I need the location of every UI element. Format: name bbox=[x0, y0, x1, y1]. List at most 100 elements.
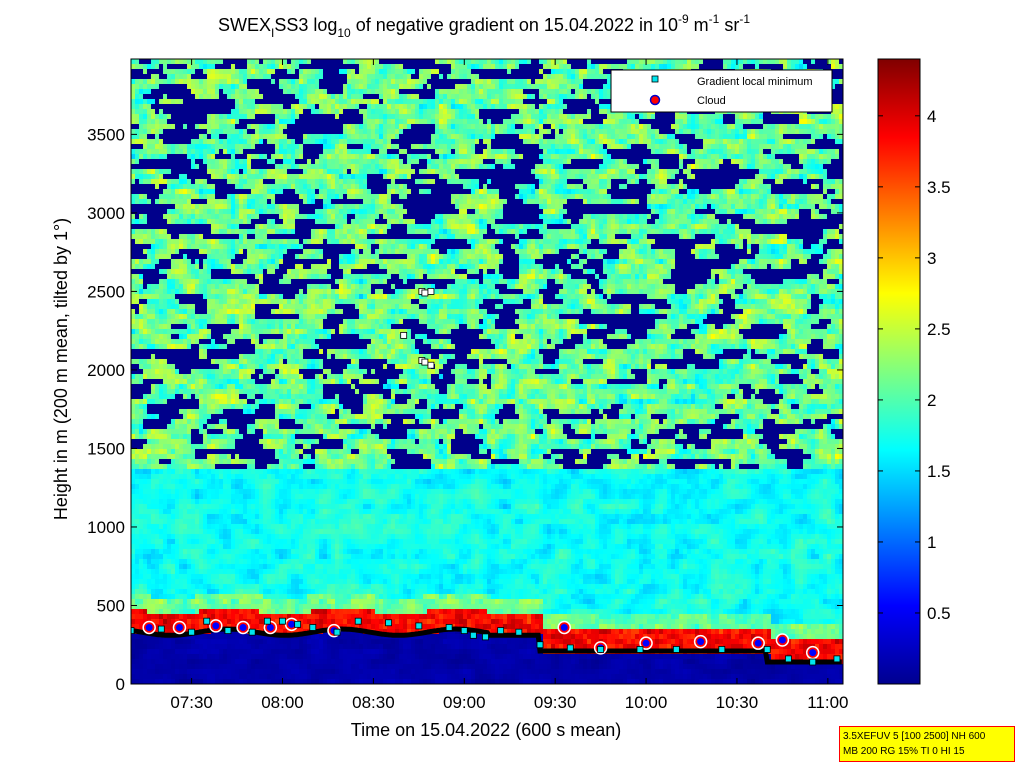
heatmap-cell bbox=[271, 399, 276, 405]
heatmap-cell bbox=[175, 84, 180, 90]
heatmap-cell bbox=[203, 319, 208, 325]
heatmap-cell bbox=[207, 539, 212, 545]
heatmap-cell bbox=[267, 164, 272, 170]
heatmap-cell bbox=[139, 94, 144, 100]
heatmap-cell bbox=[267, 639, 272, 645]
heatmap-cell bbox=[223, 609, 228, 615]
heatmap-cell bbox=[263, 59, 268, 65]
heatmap-cell bbox=[143, 649, 148, 655]
heatmap-cell bbox=[267, 659, 272, 665]
heatmap-cell bbox=[219, 409, 224, 415]
heatmap-cell bbox=[199, 469, 204, 475]
heatmap-cell bbox=[227, 554, 232, 560]
heatmap-cell bbox=[263, 389, 268, 395]
heatmap-cell bbox=[231, 434, 236, 440]
heatmap-cell bbox=[139, 269, 144, 275]
heatmap-cell bbox=[199, 304, 204, 310]
heatmap-cell bbox=[259, 164, 264, 170]
heatmap-cell bbox=[263, 579, 268, 585]
heatmap-cell bbox=[211, 544, 216, 550]
heatmap-cell bbox=[283, 459, 288, 465]
heatmap-cell bbox=[263, 414, 268, 420]
heatmap-cell bbox=[259, 464, 264, 470]
heatmap-cell bbox=[283, 314, 288, 320]
heatmap-cell bbox=[187, 474, 192, 480]
heatmap-cell bbox=[131, 664, 136, 670]
heatmap-cell bbox=[239, 234, 244, 240]
heatmap-cell bbox=[279, 124, 284, 130]
heatmap-cell bbox=[275, 374, 280, 380]
heatmap-cell bbox=[219, 74, 224, 80]
heatmap-cell bbox=[135, 69, 140, 75]
heatmap-cell bbox=[275, 104, 280, 110]
heatmap-cell bbox=[227, 364, 232, 370]
heatmap-cell bbox=[255, 614, 260, 620]
heatmap-cell bbox=[255, 149, 260, 155]
heatmap-cell bbox=[223, 374, 228, 380]
heatmap-cell bbox=[219, 229, 224, 235]
heatmap-cell bbox=[203, 564, 208, 570]
heatmap-cell bbox=[191, 199, 196, 205]
heatmap-cell bbox=[263, 69, 268, 75]
heatmap-cell bbox=[199, 269, 204, 275]
heatmap-cell bbox=[283, 394, 288, 400]
heatmap-cell bbox=[203, 144, 208, 150]
heatmap-cell bbox=[171, 224, 176, 230]
heatmap-cell bbox=[139, 464, 144, 470]
heatmap-cell bbox=[131, 419, 136, 425]
heatmap-cell bbox=[223, 449, 228, 455]
heatmap-cell bbox=[235, 404, 240, 410]
heatmap-cell bbox=[247, 559, 252, 565]
heatmap-cell bbox=[203, 359, 208, 365]
heatmap-cell bbox=[151, 454, 156, 460]
heatmap-cell bbox=[143, 584, 148, 590]
heatmap-cell bbox=[263, 664, 268, 670]
heatmap-cell bbox=[243, 564, 248, 570]
heatmap-cell bbox=[143, 149, 148, 155]
heatmap-cell bbox=[179, 539, 184, 545]
heatmap-cell bbox=[235, 294, 240, 300]
heatmap-cell bbox=[171, 319, 176, 325]
heatmap-cell bbox=[143, 469, 148, 475]
heatmap-cell bbox=[151, 269, 156, 275]
heatmap-cell bbox=[139, 469, 144, 475]
heatmap-cell bbox=[183, 504, 188, 510]
heatmap-cell bbox=[171, 414, 176, 420]
heatmap-cell bbox=[275, 469, 280, 475]
heatmap-cell bbox=[251, 489, 256, 495]
heatmap-cell bbox=[227, 159, 232, 165]
heatmap-cell bbox=[239, 454, 244, 460]
heatmap-cell bbox=[151, 424, 156, 430]
heatmap-cell bbox=[175, 469, 180, 475]
heatmap-cell bbox=[131, 99, 136, 105]
heatmap-cell bbox=[191, 254, 196, 260]
heatmap-cell bbox=[159, 59, 164, 65]
heatmap-cell bbox=[223, 454, 228, 460]
heatmap-cell bbox=[195, 274, 200, 280]
heatmap-cell bbox=[279, 249, 284, 255]
heatmap-cell bbox=[215, 94, 220, 100]
heatmap-cell bbox=[167, 394, 172, 400]
heatmap-cell bbox=[263, 254, 268, 260]
heatmap-cell bbox=[283, 84, 288, 90]
heatmap-cell bbox=[167, 619, 172, 625]
heatmap-cell bbox=[167, 109, 172, 115]
heatmap-cell bbox=[175, 464, 180, 470]
heatmap-cell bbox=[179, 254, 184, 260]
heatmap-cell bbox=[139, 344, 144, 350]
heatmap-cell bbox=[147, 349, 152, 355]
heatmap-cell bbox=[263, 289, 268, 295]
heatmap-cell bbox=[143, 399, 148, 405]
heatmap-cell bbox=[219, 154, 224, 160]
heatmap-cell bbox=[283, 434, 288, 440]
heatmap-cell bbox=[283, 654, 288, 660]
heatmap-cell bbox=[159, 519, 164, 525]
heatmap-cell bbox=[195, 534, 200, 540]
heatmap-cell bbox=[283, 134, 288, 140]
heatmap-cell bbox=[163, 489, 168, 495]
heatmap-cell bbox=[239, 509, 244, 515]
heatmap-cell bbox=[243, 84, 248, 90]
heatmap-cell bbox=[215, 299, 220, 305]
heatmap-cell bbox=[263, 409, 268, 415]
heatmap-cell bbox=[251, 274, 256, 280]
